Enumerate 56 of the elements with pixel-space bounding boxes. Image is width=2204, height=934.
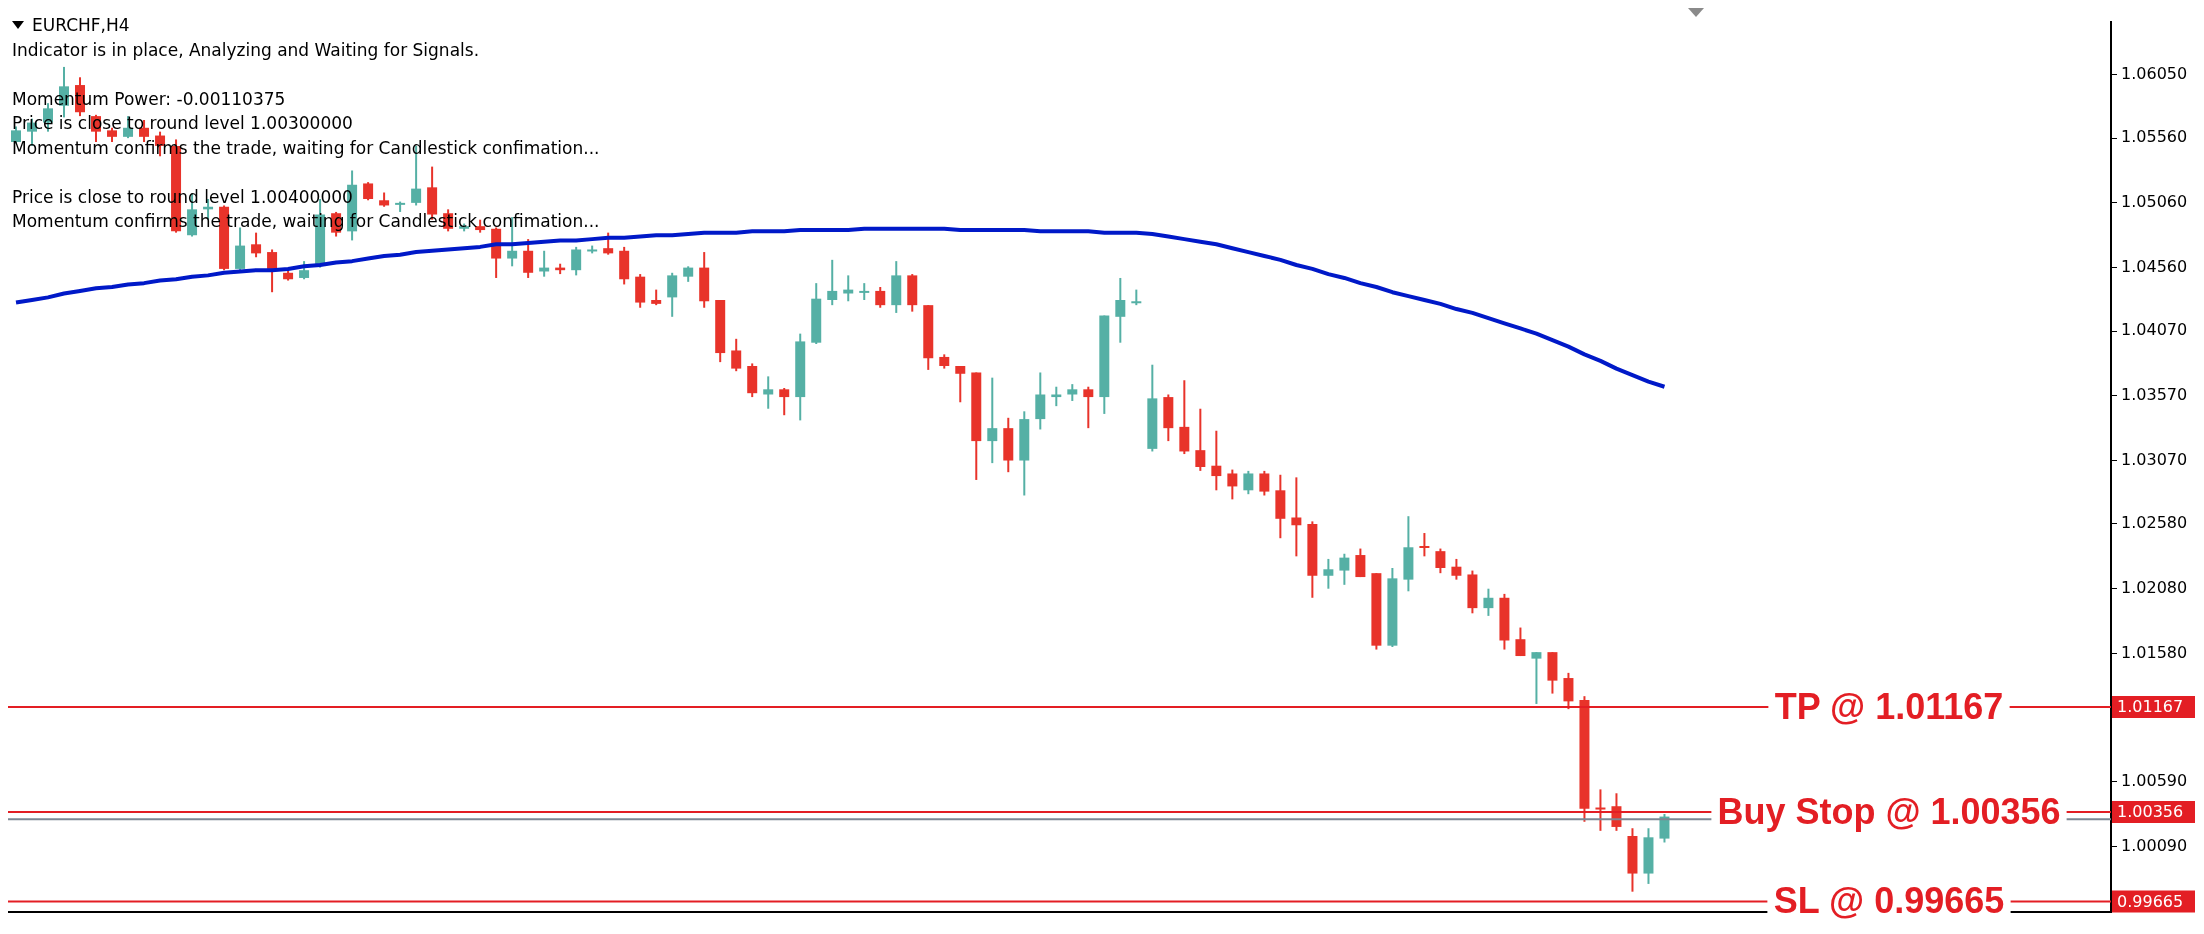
candlestick <box>603 231 614 256</box>
y-tick-label: 1.03070 <box>2121 449 2188 469</box>
candlestick <box>1451 557 1462 581</box>
annotation: Buy Stop @ 1.00356 <box>1717 790 2061 832</box>
candlestick <box>571 245 582 277</box>
y-tick-label: 1.06050 <box>2121 63 2188 83</box>
candlestick <box>843 274 854 303</box>
candlestick <box>1435 547 1446 575</box>
candlestick <box>987 376 998 465</box>
annotation: Indicator is in place, Analyzing and Waiting for Signals. <box>12 38 480 61</box>
candlestick <box>267 248 278 294</box>
candlestick <box>363 181 374 202</box>
candlestick <box>1051 385 1062 408</box>
candlestick <box>763 375 774 410</box>
candlestick <box>1227 468 1238 501</box>
ref-line-label: 1.00356 <box>2117 802 2184 822</box>
y-tick-label: 1.05560 <box>2121 127 2188 147</box>
ref-line-label: 0.99665 <box>2117 891 2184 911</box>
candlestick <box>251 231 262 259</box>
candlestick <box>779 387 790 417</box>
ref-line-label: 1.01167 <box>2117 697 2184 717</box>
y-tick-label: 1.03570 <box>2121 384 2188 404</box>
chart-title: EURCHF,H4 <box>32 14 130 36</box>
y-tick-label: 1.00090 <box>2121 835 2188 855</box>
candlestick <box>1243 469 1254 496</box>
candlestick <box>1355 547 1366 579</box>
y-tick-label: 1.02080 <box>2121 577 2188 597</box>
candlestick <box>955 365 966 404</box>
candlestick <box>1115 276 1126 344</box>
y-tick-label: 1.04560 <box>2121 256 2188 276</box>
candlestick <box>667 271 678 318</box>
candlestick <box>731 337 742 373</box>
y-tick-label: 1.01580 <box>2121 642 2188 662</box>
y-tick-label: 1.04070 <box>2121 320 2188 340</box>
candlestick <box>1211 429 1222 492</box>
candlestick <box>1563 671 1574 711</box>
candlestick <box>1291 476 1302 558</box>
candlestick <box>1531 651 1542 705</box>
y-tick-label: 1.00590 <box>2121 770 2188 790</box>
y-tick-label: 1.05060 <box>2121 192 2188 212</box>
candlestick <box>875 286 886 309</box>
candlestick <box>523 238 534 279</box>
annotation: TP @ 1.01167 <box>1774 685 2004 727</box>
candlestick <box>1323 557 1334 590</box>
candlestick <box>1195 407 1206 472</box>
candlestick <box>1515 626 1526 658</box>
candlestick <box>1483 587 1494 617</box>
y-tick-label: 1.02580 <box>2121 513 2188 533</box>
candlestick <box>299 260 310 281</box>
annotation: SL @ 0.99665 <box>1773 880 2005 922</box>
candlestick <box>827 258 838 307</box>
candlestick <box>1339 552 1350 586</box>
candlestick <box>1419 532 1430 558</box>
candlestick <box>1259 469 1270 497</box>
candlestick <box>1083 385 1094 430</box>
candlestick <box>1595 788 1606 832</box>
